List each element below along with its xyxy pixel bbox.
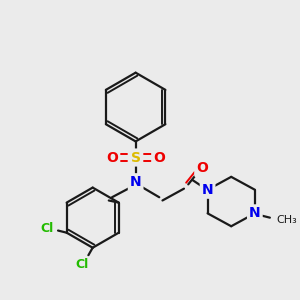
Text: O: O (196, 161, 208, 175)
Text: O: O (153, 151, 165, 164)
Text: N: N (202, 183, 213, 197)
Text: N: N (249, 206, 261, 220)
Text: S: S (130, 151, 141, 164)
Text: Cl: Cl (41, 222, 54, 235)
Text: N: N (130, 175, 141, 189)
Text: CH₃: CH₃ (276, 215, 297, 225)
Text: Cl: Cl (75, 258, 88, 272)
Text: O: O (106, 151, 118, 164)
